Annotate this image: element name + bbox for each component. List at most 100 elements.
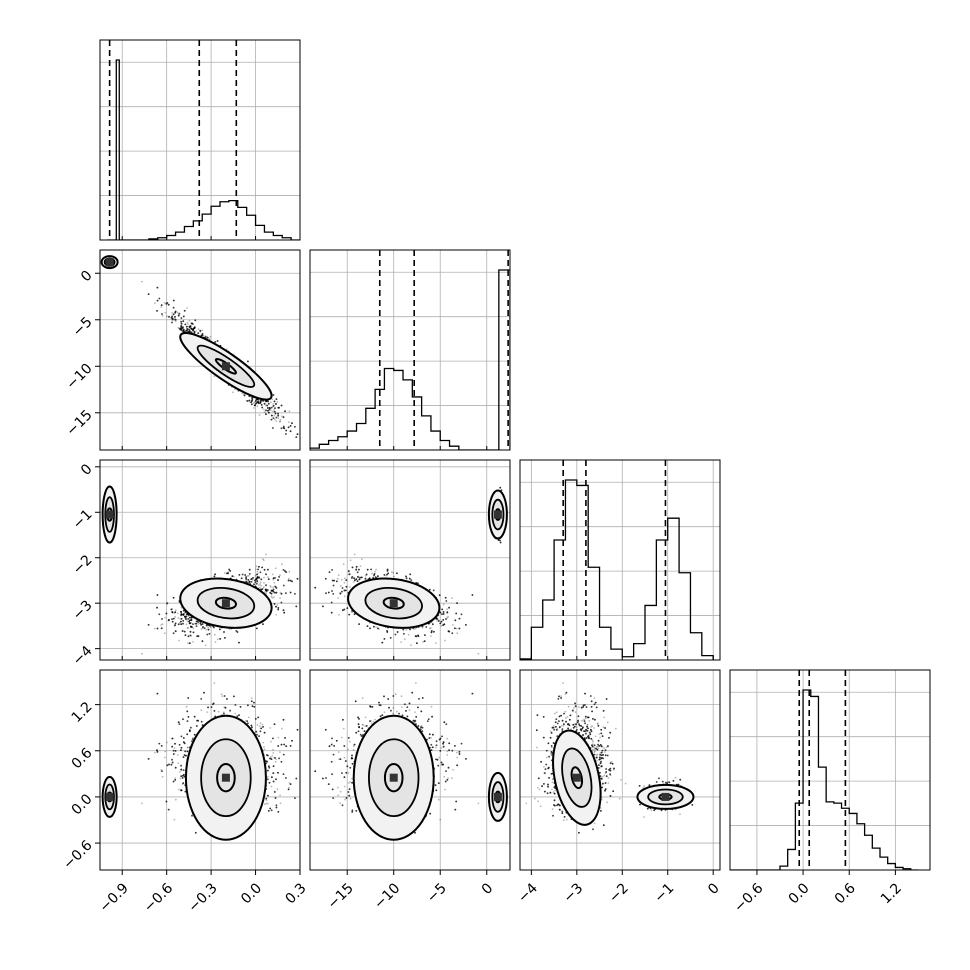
scatter-point <box>182 329 185 332</box>
scatter-point <box>194 319 197 322</box>
scatter-point <box>206 336 209 339</box>
scatter-point <box>174 311 177 314</box>
scatter-point <box>255 402 257 405</box>
scatter-point <box>200 334 203 337</box>
scatter-point <box>168 315 170 318</box>
scatter-point <box>214 341 217 343</box>
scatter-point <box>295 436 298 438</box>
scatter-point <box>277 412 279 415</box>
scatter-point <box>176 311 179 314</box>
scatter-point <box>275 398 278 400</box>
scatter-point <box>271 414 273 417</box>
scatter-point <box>180 326 183 329</box>
scatter-point <box>282 427 285 429</box>
scatter-point <box>282 416 285 418</box>
scatter-point <box>181 327 184 330</box>
scatter-point <box>171 317 174 320</box>
scatter-point <box>272 394 275 396</box>
scatter-point <box>254 404 256 407</box>
scatter-point <box>174 310 177 313</box>
scatter-point <box>287 426 290 429</box>
scatter-point <box>268 411 270 414</box>
scatter-point <box>186 329 189 332</box>
scatter-point <box>204 335 207 338</box>
scatter-point <box>272 427 274 429</box>
scatter-point <box>263 411 266 413</box>
scatter-point <box>270 409 272 411</box>
scatter-point <box>188 328 191 331</box>
scatter-point <box>285 429 288 432</box>
scatter-point <box>265 400 267 403</box>
scatter-point <box>284 410 286 413</box>
scatter-point <box>183 309 186 312</box>
scatter-point <box>168 315 170 318</box>
scatter-point <box>270 406 273 409</box>
scatter-point <box>272 417 275 419</box>
scatter-point <box>251 398 254 401</box>
scatter-point <box>250 401 253 403</box>
scatter-point <box>270 401 272 404</box>
scatter-point <box>163 301 166 304</box>
scatter-point <box>180 317 183 319</box>
scatter-point <box>177 314 180 317</box>
scatter-point <box>182 328 185 331</box>
scatter-point <box>174 316 176 318</box>
scatter-point <box>192 328 194 331</box>
scatter-point <box>188 330 191 333</box>
scatter-point <box>273 400 276 403</box>
scatter-point <box>246 400 249 402</box>
scatter-point <box>190 322 193 325</box>
scatter-point <box>250 401 253 403</box>
scatter-point <box>192 328 194 331</box>
scatter-point <box>182 330 185 332</box>
scatter-point <box>296 433 299 436</box>
scatter-point <box>258 402 260 405</box>
scatter-point <box>252 402 255 405</box>
scatter-point <box>232 391 234 394</box>
scatter-point <box>193 330 196 333</box>
scatter-point <box>285 429 288 432</box>
scatter-point <box>191 331 193 333</box>
scatter-point <box>275 416 278 419</box>
scatter-point <box>174 310 177 313</box>
scatter-point <box>188 330 191 333</box>
scatter-point <box>180 326 183 329</box>
scatter-point <box>171 318 174 321</box>
scatter-point <box>182 329 185 332</box>
scatter-point <box>161 313 163 315</box>
scatter-point <box>289 425 292 427</box>
scatter-point <box>201 333 204 335</box>
scatter-point <box>192 328 195 331</box>
scatter-point <box>193 327 196 329</box>
scatter-point <box>268 408 271 411</box>
scatter-point <box>180 320 183 323</box>
scatter-point <box>201 334 204 337</box>
scatter-point <box>278 406 280 409</box>
scatter-point <box>251 400 253 402</box>
scatter-point <box>272 405 275 407</box>
scatter-point <box>260 399 263 402</box>
scatter-point <box>179 328 181 331</box>
scatter-point <box>262 400 264 402</box>
scatter-point <box>183 309 186 312</box>
scatter-point <box>199 329 202 332</box>
scatter-point <box>259 400 262 403</box>
scatter-point <box>171 315 174 318</box>
scatter-point <box>193 326 196 328</box>
scatter-point <box>182 326 184 328</box>
scatter-point <box>172 313 175 316</box>
scatter-point <box>178 312 181 315</box>
scatter-point <box>178 327 181 330</box>
scatter-point <box>282 425 285 428</box>
scatter-point <box>255 402 257 405</box>
scatter-point <box>260 404 263 406</box>
scatter-point <box>265 413 267 416</box>
scatter-point <box>295 436 298 438</box>
scatter-point <box>243 393 245 396</box>
scatter-point <box>201 334 204 337</box>
scatter-point <box>193 330 196 333</box>
scatter-point <box>285 429 288 432</box>
scatter-point <box>184 323 187 326</box>
scatter-point <box>147 293 150 295</box>
scatter-point <box>247 360 249 363</box>
